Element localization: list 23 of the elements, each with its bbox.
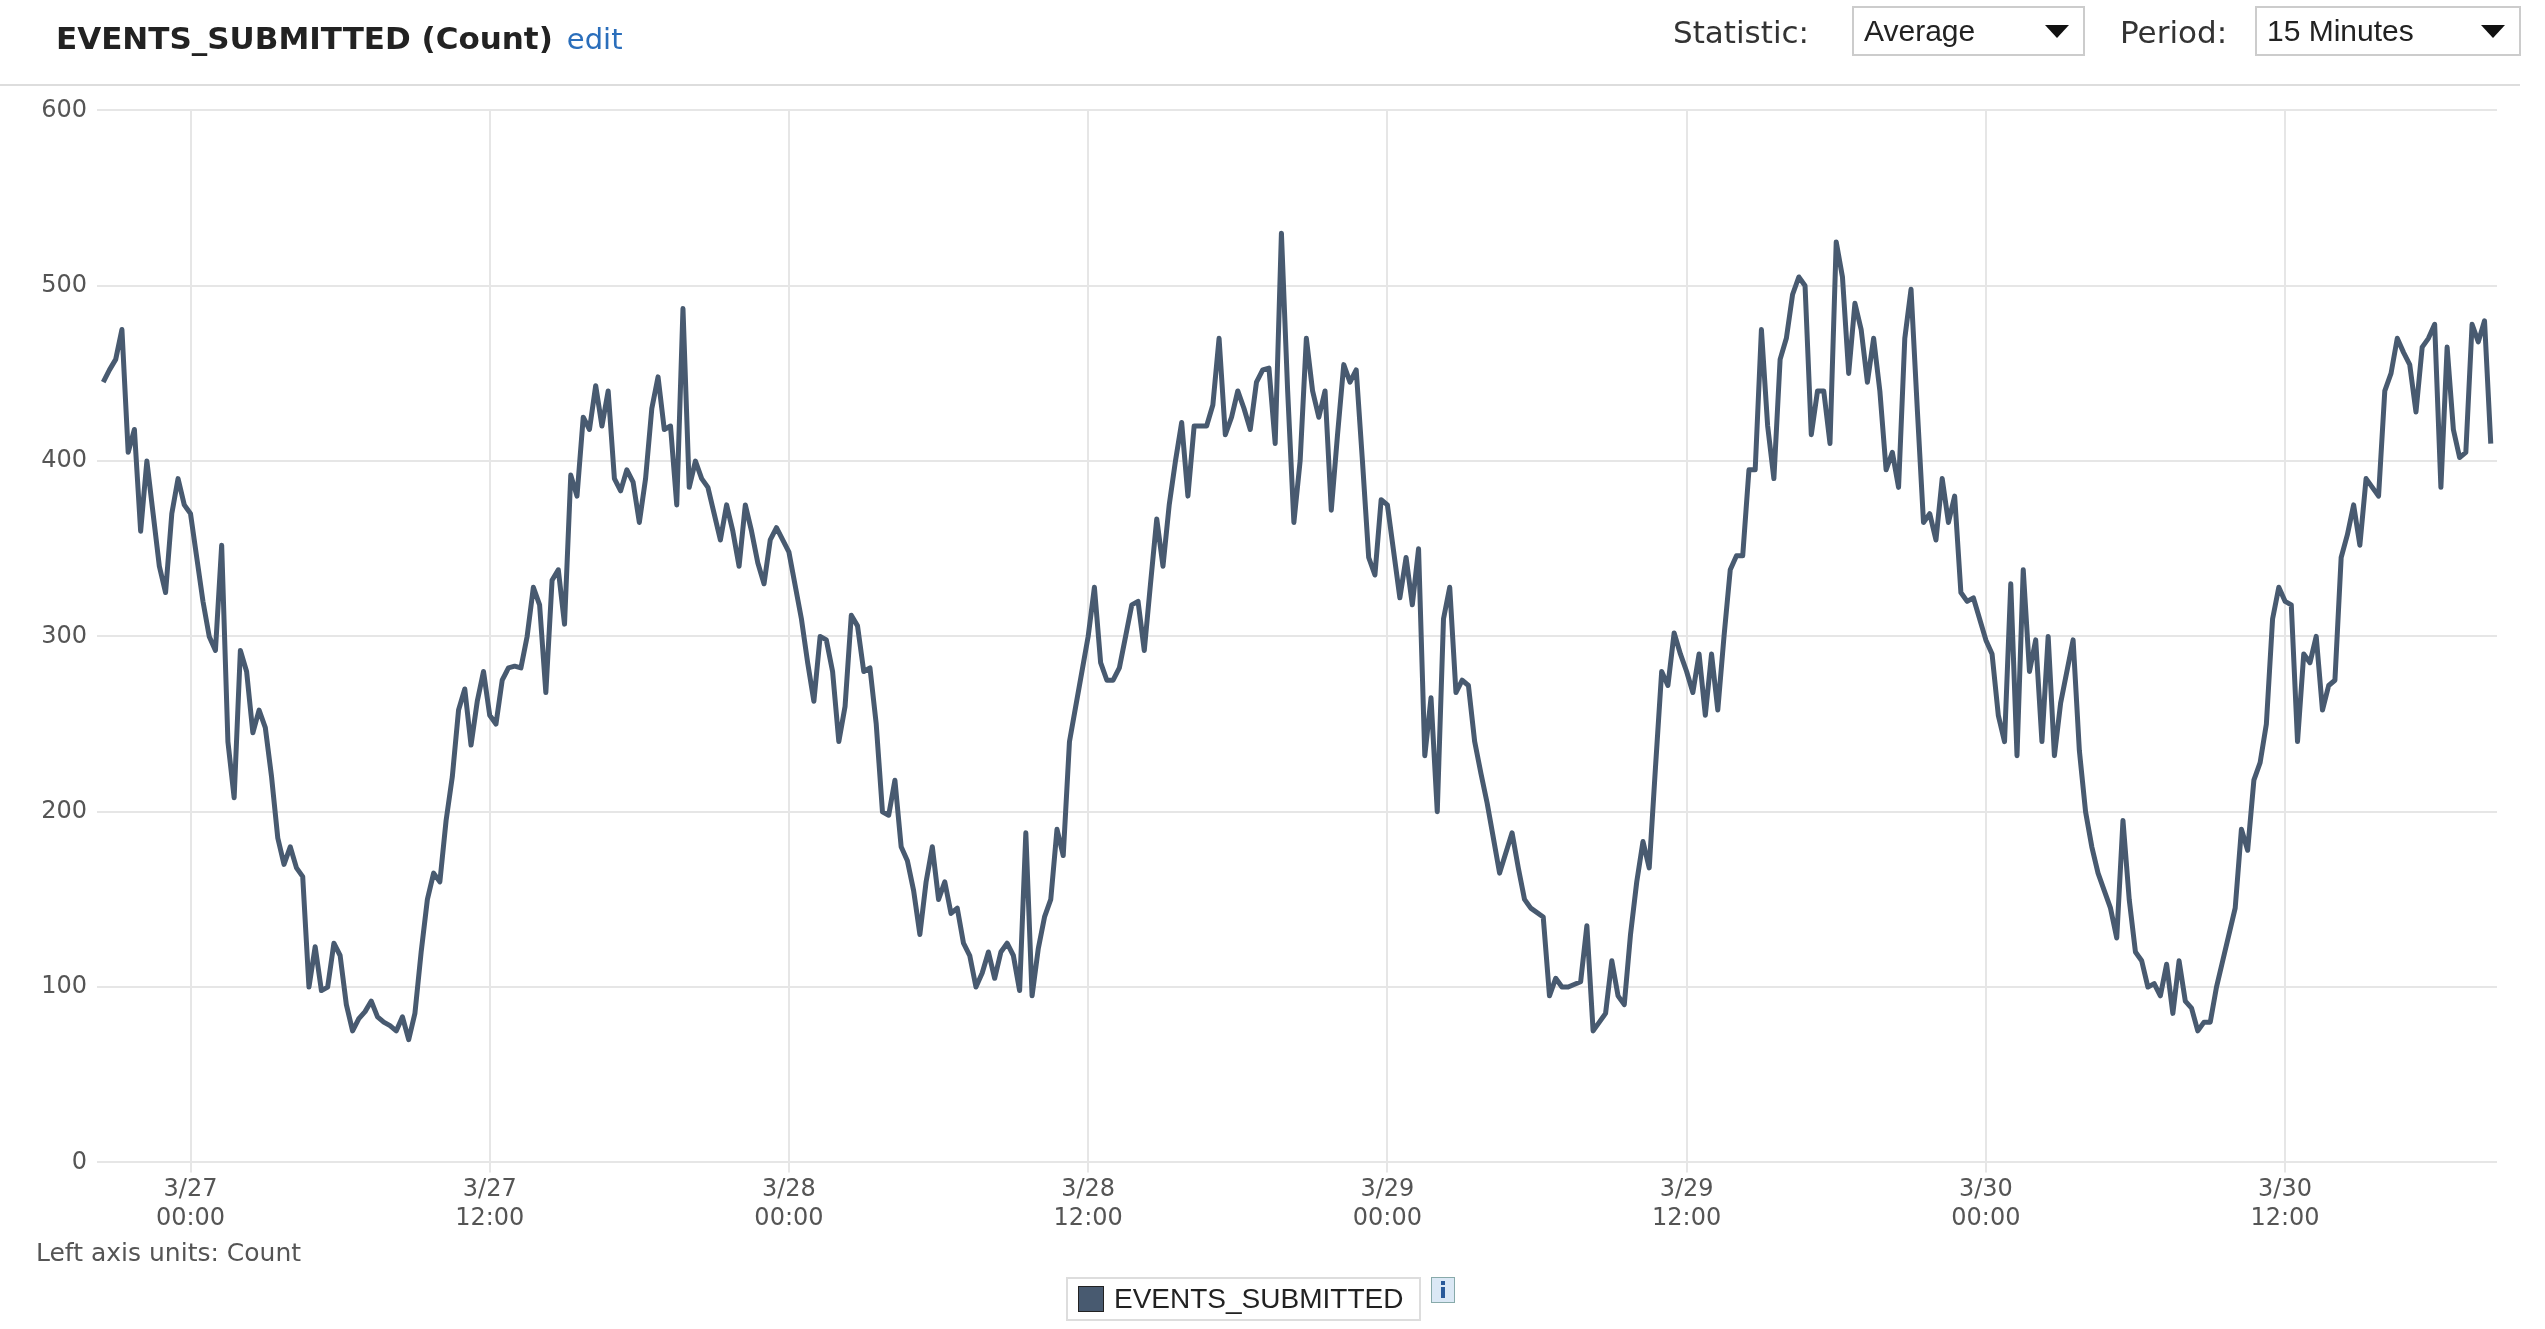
text: Statistic: xyxy=(1673,14,1810,50)
y-tick-label: 0 xyxy=(71,1146,87,1175)
x-tick-label: 3/28 00:00 xyxy=(754,1174,824,1231)
x-tick-label: 3/29 12:00 xyxy=(1652,1174,1722,1231)
x-tick-label: 3/28 12:00 xyxy=(1053,1174,1123,1231)
x-tick-label: 3/29 00:00 xyxy=(1352,1174,1422,1231)
legend-label: EVENTS_SUBMITTED xyxy=(1114,1283,1404,1315)
y-tick-label: 400 xyxy=(41,445,87,474)
y-tick-label: 300 xyxy=(41,620,87,649)
x-tick-label: 3/27 12:00 xyxy=(455,1174,525,1231)
y-tick-label: 200 xyxy=(41,795,87,824)
x-tick-label: 3/30 00:00 xyxy=(1951,1174,2021,1231)
x-tick-label: 3/30 12:00 xyxy=(2250,1174,2320,1231)
text: Left axis units: Count xyxy=(36,1238,302,1267)
x-tick-label: 3/27 00:00 xyxy=(155,1174,226,1231)
text: 15 Minutes xyxy=(2267,14,2414,47)
text: edit xyxy=(566,22,623,56)
y-tick-label: 100 xyxy=(41,971,87,1000)
text: Period: xyxy=(2120,14,2228,50)
chart-title: EVENTS_SUBMITTED (Count) xyxy=(56,20,553,56)
y-tick-label: 600 xyxy=(41,94,87,123)
y-tick-label: 500 xyxy=(41,269,87,298)
text: Average xyxy=(1864,14,1976,47)
